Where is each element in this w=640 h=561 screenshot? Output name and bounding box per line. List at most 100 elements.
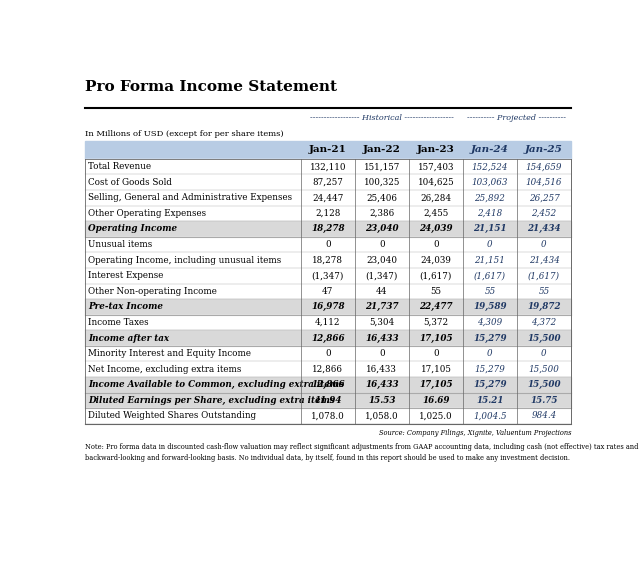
Text: 100,325: 100,325: [364, 178, 400, 187]
Text: 23,040: 23,040: [366, 256, 397, 265]
Text: 152,524: 152,524: [472, 162, 508, 171]
Text: Pro Forma Income Statement: Pro Forma Income Statement: [85, 80, 337, 94]
Text: Diluted Earnings per Share, excluding extra items: Diluted Earnings per Share, excluding ex…: [88, 396, 335, 405]
Text: 0: 0: [325, 349, 331, 358]
Text: 15.53: 15.53: [368, 396, 396, 405]
Text: Cost of Goods Sold: Cost of Goods Sold: [88, 178, 172, 187]
Text: 55: 55: [484, 287, 495, 296]
Text: 2,386: 2,386: [369, 209, 394, 218]
Text: 0: 0: [433, 349, 438, 358]
Bar: [85, 159, 571, 174]
Text: backward-looking and forward-looking basis. No individual data, by itself, found: backward-looking and forward-looking bas…: [85, 453, 570, 462]
Text: 0: 0: [379, 349, 385, 358]
Text: Other Operating Expenses: Other Operating Expenses: [88, 209, 206, 218]
Bar: [85, 174, 571, 190]
Text: 15,500: 15,500: [529, 365, 559, 374]
Text: 87,257: 87,257: [312, 178, 343, 187]
Text: 24,039: 24,039: [420, 256, 451, 265]
Text: 21,151: 21,151: [473, 224, 507, 233]
Text: 0: 0: [487, 349, 493, 358]
Bar: [85, 393, 571, 408]
Text: Other Non-operating Income: Other Non-operating Income: [88, 287, 217, 296]
Bar: [85, 206, 571, 221]
Text: 11.94: 11.94: [314, 396, 342, 405]
Text: 0: 0: [325, 240, 331, 249]
Text: 12,866: 12,866: [311, 334, 344, 343]
Text: 1,058.0: 1,058.0: [365, 411, 399, 420]
Text: 984.4: 984.4: [531, 411, 557, 420]
Text: (1,347): (1,347): [312, 271, 344, 280]
Bar: [85, 346, 571, 361]
Bar: [85, 408, 571, 424]
Text: 16.69: 16.69: [422, 396, 450, 405]
Text: 103,063: 103,063: [472, 178, 508, 187]
Text: Income Available to Common, excluding extra items: Income Available to Common, excluding ex…: [88, 380, 344, 389]
Bar: [85, 377, 571, 393]
Text: Diluted Weighted Shares Outstanding: Diluted Weighted Shares Outstanding: [88, 411, 256, 420]
Bar: [85, 361, 571, 377]
Text: (1,617): (1,617): [528, 271, 560, 280]
Text: Note: Pro forma data in discounted cash-flow valuation may reflect significant a: Note: Pro forma data in discounted cash-…: [85, 443, 640, 450]
Bar: [85, 252, 571, 268]
Text: Net Income, excluding extra items: Net Income, excluding extra items: [88, 365, 241, 374]
Text: 16,433: 16,433: [366, 365, 397, 374]
Text: ------------------ Historical ------------------: ------------------ Historical ----------…: [310, 114, 454, 122]
Text: 15,279: 15,279: [473, 380, 507, 389]
Text: 132,110: 132,110: [310, 162, 346, 171]
Text: 21,434: 21,434: [529, 256, 559, 265]
Text: 18,278: 18,278: [311, 224, 344, 233]
Text: 2,128: 2,128: [315, 209, 340, 218]
Text: Income after tax: Income after tax: [88, 334, 169, 343]
Text: Pre-tax Income: Pre-tax Income: [88, 302, 163, 311]
Text: 16,433: 16,433: [365, 334, 399, 343]
Text: 21,737: 21,737: [365, 302, 399, 311]
Bar: [85, 315, 571, 330]
Bar: [85, 237, 571, 252]
Text: Jan-25: Jan-25: [525, 145, 563, 154]
Bar: [85, 268, 571, 283]
Text: 47: 47: [322, 287, 333, 296]
Text: 2,455: 2,455: [423, 209, 449, 218]
Text: 104,625: 104,625: [417, 178, 454, 187]
Text: 1,078.0: 1,078.0: [311, 411, 344, 420]
Text: 15.21: 15.21: [476, 396, 504, 405]
Text: 157,403: 157,403: [418, 162, 454, 171]
Text: 4,309: 4,309: [477, 318, 502, 327]
Text: Unusual items: Unusual items: [88, 240, 152, 249]
Text: 25,406: 25,406: [366, 194, 397, 203]
Text: Interest Expense: Interest Expense: [88, 271, 163, 280]
Bar: [85, 221, 571, 237]
Text: Source: Company Filings, Xignite, Valuentum Projections: Source: Company Filings, Xignite, Valuen…: [378, 429, 571, 437]
Text: 151,157: 151,157: [364, 162, 400, 171]
Text: 12,866: 12,866: [312, 365, 343, 374]
Text: ---------- Projected ----------: ---------- Projected ----------: [467, 114, 566, 122]
Text: 5,372: 5,372: [423, 318, 449, 327]
Text: Total Revenue: Total Revenue: [88, 162, 151, 171]
Text: Jan-24: Jan-24: [471, 145, 509, 154]
Text: 23,040: 23,040: [365, 224, 399, 233]
Text: 0: 0: [379, 240, 385, 249]
Text: 0: 0: [541, 349, 547, 358]
Text: Jan-21: Jan-21: [309, 145, 347, 154]
Bar: [85, 141, 571, 159]
Text: 15,500: 15,500: [527, 380, 561, 389]
Text: 4,372: 4,372: [531, 318, 557, 327]
Text: Operating Income, including unusual items: Operating Income, including unusual item…: [88, 256, 281, 265]
Text: 0: 0: [541, 240, 547, 249]
Bar: [85, 190, 571, 206]
Text: 21,434: 21,434: [527, 224, 561, 233]
Text: 15,279: 15,279: [474, 365, 506, 374]
Text: 18,278: 18,278: [312, 256, 343, 265]
Text: 15,500: 15,500: [527, 334, 561, 343]
Text: 2,452: 2,452: [531, 209, 557, 218]
Text: Selling, General and Administrative Expenses: Selling, General and Administrative Expe…: [88, 194, 292, 203]
Bar: [85, 283, 571, 299]
Text: 1,025.0: 1,025.0: [419, 411, 452, 420]
Text: In Millions of USD (except for per share items): In Millions of USD (except for per share…: [85, 130, 284, 138]
Text: 17,105: 17,105: [419, 380, 452, 389]
Text: 19,872: 19,872: [527, 302, 561, 311]
Text: 16,978: 16,978: [311, 302, 344, 311]
Text: Jan-23: Jan-23: [417, 145, 455, 154]
Text: (1,617): (1,617): [420, 271, 452, 280]
Text: 25,892: 25,892: [474, 194, 506, 203]
